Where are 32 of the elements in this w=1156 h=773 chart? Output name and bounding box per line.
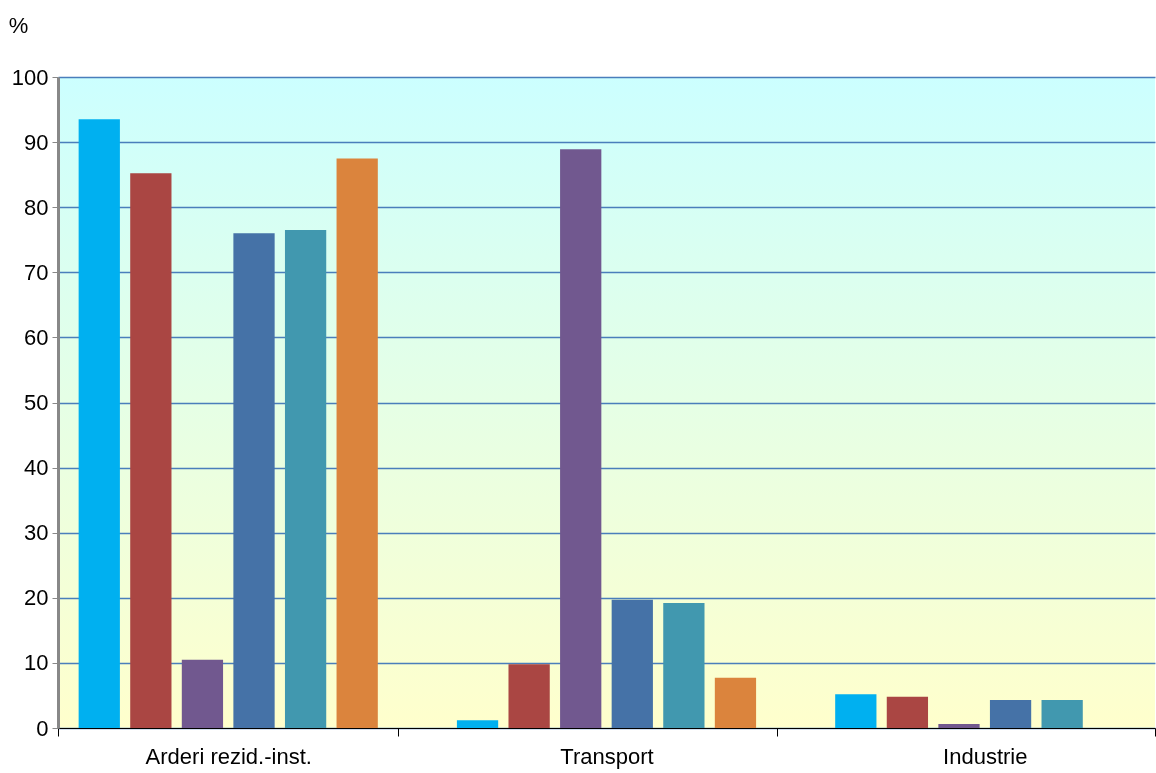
bar: [1041, 700, 1083, 728]
bar: [508, 664, 550, 728]
bar: [611, 599, 653, 728]
bar: [560, 149, 602, 728]
y-tick-label: 60: [24, 324, 49, 350]
y-tick-label: 0: [36, 715, 49, 741]
x-tick-label: Arderi rezid.-inst.: [145, 743, 312, 769]
y-tick-label: 20: [24, 585, 49, 611]
bar: [456, 720, 499, 728]
bar: [78, 119, 120, 728]
bar: [233, 233, 275, 728]
bar: [886, 696, 929, 728]
y-tick-label: 80: [24, 194, 49, 220]
y-tick-label: 90: [24, 129, 49, 155]
bar: [284, 229, 327, 728]
y-tick-label: 70: [24, 259, 49, 285]
y-tick-label: 10: [24, 650, 49, 676]
x-tick-label: Transport: [560, 743, 654, 769]
y-tick-label: 100: [11, 64, 49, 90]
y-tick-label: 50: [24, 390, 49, 415]
bar: [336, 158, 378, 728]
bar: [130, 173, 172, 728]
y-tick-label: 30: [24, 520, 49, 546]
x-tick-label: Industrie: [943, 743, 1028, 769]
y-axis-title: %: [8, 12, 29, 38]
bar: [663, 603, 705, 728]
bar: [835, 694, 877, 728]
bar: [714, 677, 757, 728]
bar: [938, 724, 980, 728]
bar: [181, 659, 224, 728]
y-tick-label: 40: [24, 455, 49, 481]
bar: [989, 700, 1032, 728]
